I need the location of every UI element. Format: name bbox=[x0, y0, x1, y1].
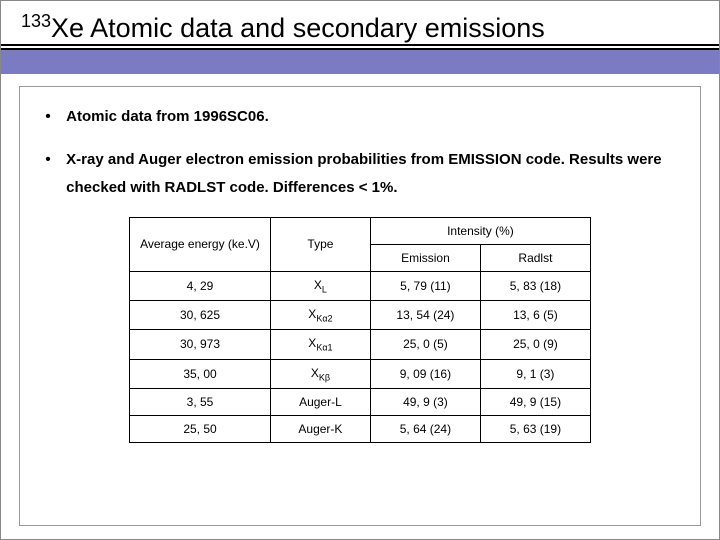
cell-radlst: 5, 83 (18) bbox=[480, 271, 590, 300]
col-intensity: Intensity (%) bbox=[370, 217, 590, 244]
data-table: Average energy (ke.V) Type Intensity (%)… bbox=[129, 217, 591, 444]
table-body: 4, 29XL5, 79 (11)5, 83 (18)30, 625XKα213… bbox=[130, 271, 591, 443]
title-superscript: 133 bbox=[21, 11, 51, 31]
cell-emission: 5, 79 (11) bbox=[370, 271, 480, 300]
col-energy: Average energy (ke.V) bbox=[130, 217, 271, 271]
cell-type: Auger-K bbox=[270, 416, 370, 443]
table-row: 30, 625XKα213, 54 (24)13, 6 (5) bbox=[130, 300, 591, 329]
cell-energy: 4, 29 bbox=[130, 271, 271, 300]
title-bar: 133Xe Atomic data and secondary emission… bbox=[1, 1, 719, 48]
table-row: 30, 973XKα125, 0 (5)25, 0 (9) bbox=[130, 330, 591, 359]
cell-radlst: 25, 0 (9) bbox=[480, 330, 590, 359]
content-frame: • Atomic data from 1996SC06. • X-ray and… bbox=[19, 86, 701, 526]
table-header-row: Average energy (ke.V) Type Intensity (%) bbox=[130, 217, 591, 244]
cell-energy: 30, 973 bbox=[130, 330, 271, 359]
title-text: Xe Atomic data and secondary emissions bbox=[51, 13, 545, 43]
cell-emission: 13, 54 (24) bbox=[370, 300, 480, 329]
cell-energy: 35, 00 bbox=[130, 359, 271, 388]
bullet-text: X-ray and Auger electron emission probab… bbox=[66, 146, 666, 203]
bullet-dot: • bbox=[34, 103, 62, 132]
accent-bar bbox=[1, 48, 719, 74]
cell-emission: 25, 0 (5) bbox=[370, 330, 480, 359]
col-radlst: Radlst bbox=[480, 244, 590, 271]
cell-radlst: 13, 6 (5) bbox=[480, 300, 590, 329]
cell-type: XL bbox=[270, 271, 370, 300]
bullet-list: • Atomic data from 1996SC06. • X-ray and… bbox=[34, 103, 686, 203]
table-row: 35, 00XKβ9, 09 (16)9, 1 (3) bbox=[130, 359, 591, 388]
cell-energy: 3, 55 bbox=[130, 389, 271, 416]
cell-emission: 9, 09 (16) bbox=[370, 359, 480, 388]
col-type: Type bbox=[270, 217, 370, 271]
cell-type: Auger-L bbox=[270, 389, 370, 416]
cell-radlst: 9, 1 (3) bbox=[480, 359, 590, 388]
cell-radlst: 5, 63 (19) bbox=[480, 416, 590, 443]
table-row: 25, 50Auger-K5, 64 (24)5, 63 (19) bbox=[130, 416, 591, 443]
cell-emission: 5, 64 (24) bbox=[370, 416, 480, 443]
cell-type: XKβ bbox=[270, 359, 370, 388]
slide: 133Xe Atomic data and secondary emission… bbox=[0, 0, 720, 540]
cell-radlst: 49, 9 (15) bbox=[480, 389, 590, 416]
table-row: 4, 29XL5, 79 (11)5, 83 (18) bbox=[130, 271, 591, 300]
cell-type: XKα1 bbox=[270, 330, 370, 359]
cell-energy: 30, 625 bbox=[130, 300, 271, 329]
table-row: 3, 55Auger-L49, 9 (3)49, 9 (15) bbox=[130, 389, 591, 416]
cell-energy: 25, 50 bbox=[130, 416, 271, 443]
bullet-text: Atomic data from 1996SC06. bbox=[66, 103, 666, 132]
page-title: 133Xe Atomic data and secondary emission… bbox=[21, 11, 699, 44]
cell-type: XKα2 bbox=[270, 300, 370, 329]
cell-emission: 49, 9 (3) bbox=[370, 389, 480, 416]
list-item: • Atomic data from 1996SC06. bbox=[34, 103, 686, 132]
list-item: • X-ray and Auger electron emission prob… bbox=[34, 146, 686, 203]
bullet-dot: • bbox=[34, 146, 62, 175]
col-emission: Emission bbox=[370, 244, 480, 271]
